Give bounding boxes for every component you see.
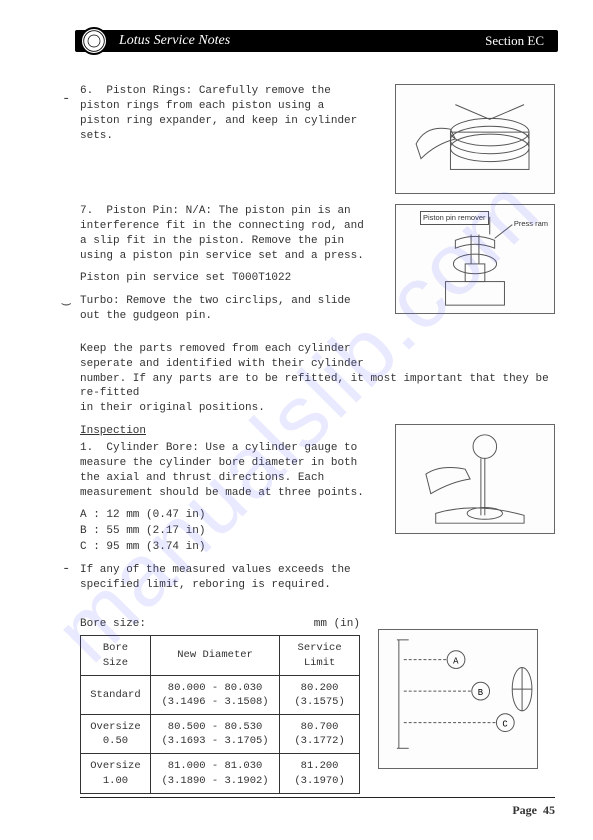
figure-piston-rings xyxy=(395,84,555,194)
cell: 80.000 - 80.030 (3.1496 - 3.1508) xyxy=(150,675,279,714)
para-7a: 7. Piston Pin: N/A: The piston pin is an… xyxy=(80,204,377,263)
fig2-label-pressram: Press ram xyxy=(514,219,548,229)
header-section: Section EC xyxy=(485,32,544,50)
lotus-logo xyxy=(80,27,108,55)
table-row: Standard 80.000 - 80.030 (3.1496 - 3.150… xyxy=(81,675,360,714)
svg-text:B: B xyxy=(478,688,483,698)
cell: Standard xyxy=(81,675,151,714)
cell: 81.000 - 81.030 (3.1890 - 3.1902) xyxy=(150,754,279,793)
block-bore: Bore size: mm (in) Bore Size New Diamete… xyxy=(80,611,555,794)
cell: 80.500 - 80.530 (3.1693 - 3.1705) xyxy=(150,715,279,754)
cell: 80.200 (3.1575) xyxy=(280,675,360,714)
measure-a: A : 12 mm (0.47 in) xyxy=(80,508,377,523)
page-label: Page xyxy=(512,803,537,817)
figure-cylinder-gauge xyxy=(395,424,555,534)
figure-piston-pin: Piston pin remover Press ram xyxy=(395,204,555,314)
margin-mark-3: ‑ xyxy=(62,560,70,579)
block-inspection: Inspection 1. Cylinder Bore: Use a cylin… xyxy=(80,424,555,600)
block-7: 7. Piston Pin: N/A: The piston pin is an… xyxy=(80,204,555,332)
cell: Oversize 1.00 xyxy=(81,754,151,793)
margin-mark-1: ‑ xyxy=(62,90,70,109)
header-title: Lotus Service Notes xyxy=(119,32,230,51)
fig4-a-icon: A xyxy=(453,656,459,666)
bore-header-row: Bore Size New Diameter Service Limit xyxy=(81,636,360,675)
page-footer: Page 45 xyxy=(80,797,555,818)
svg-text:C: C xyxy=(502,719,507,729)
bore-table: Bore Size New Diameter Service Limit Sta… xyxy=(80,635,360,793)
para-6: 6. Piston Rings: Carefully remove the pi… xyxy=(80,84,377,143)
para-7c: Turbo: Remove the two circlips, and slid… xyxy=(80,294,377,324)
margin-mark-2: ‿ xyxy=(62,290,70,309)
measure-b: B : 55 mm (2.17 in) xyxy=(80,524,377,539)
para-7d: Keep the parts removed from each cylinde… xyxy=(80,342,555,416)
bore-col-2: Service Limit xyxy=(280,636,360,675)
bore-col-0: Bore Size xyxy=(81,636,151,675)
bore-label: Bore size: xyxy=(80,617,146,632)
page-number: 45 xyxy=(543,803,555,817)
measure-list: A : 12 mm (0.47 in) B : 55 mm (2.17 in) … xyxy=(80,508,377,555)
measure-c: C : 95 mm (3.74 in) xyxy=(80,540,377,555)
figure-bore-points: A B C xyxy=(378,629,538,769)
cell: Oversize 0.50 xyxy=(81,715,151,754)
para-insp2: If any of the measured values exceeds th… xyxy=(80,563,377,593)
para-7b: Piston pin service set T000T1022 xyxy=(80,271,377,286)
para-insp1: 1. Cylinder Bore: Use a cylinder gauge t… xyxy=(80,441,377,500)
content-area: 6. Piston Rings: Carefully remove the pi… xyxy=(80,84,555,790)
cell: 80.700 (3.1772) xyxy=(280,715,360,754)
block-6: 6. Piston Rings: Carefully remove the pi… xyxy=(80,84,555,194)
bore-col-1: New Diameter xyxy=(150,636,279,675)
table-row: Oversize 1.00 81.000 - 81.030 (3.1890 - … xyxy=(81,754,360,793)
inspection-title: Inspection xyxy=(80,424,377,439)
header-bar: Lotus Service Notes Section EC xyxy=(75,30,558,52)
cell: 81.200 (3.1970) xyxy=(280,754,360,793)
table-row: Oversize 0.50 80.500 - 80.530 (3.1693 - … xyxy=(81,715,360,754)
fig2-label-remover: Piston pin remover xyxy=(420,211,489,225)
bore-units: mm (in) xyxy=(314,617,360,632)
